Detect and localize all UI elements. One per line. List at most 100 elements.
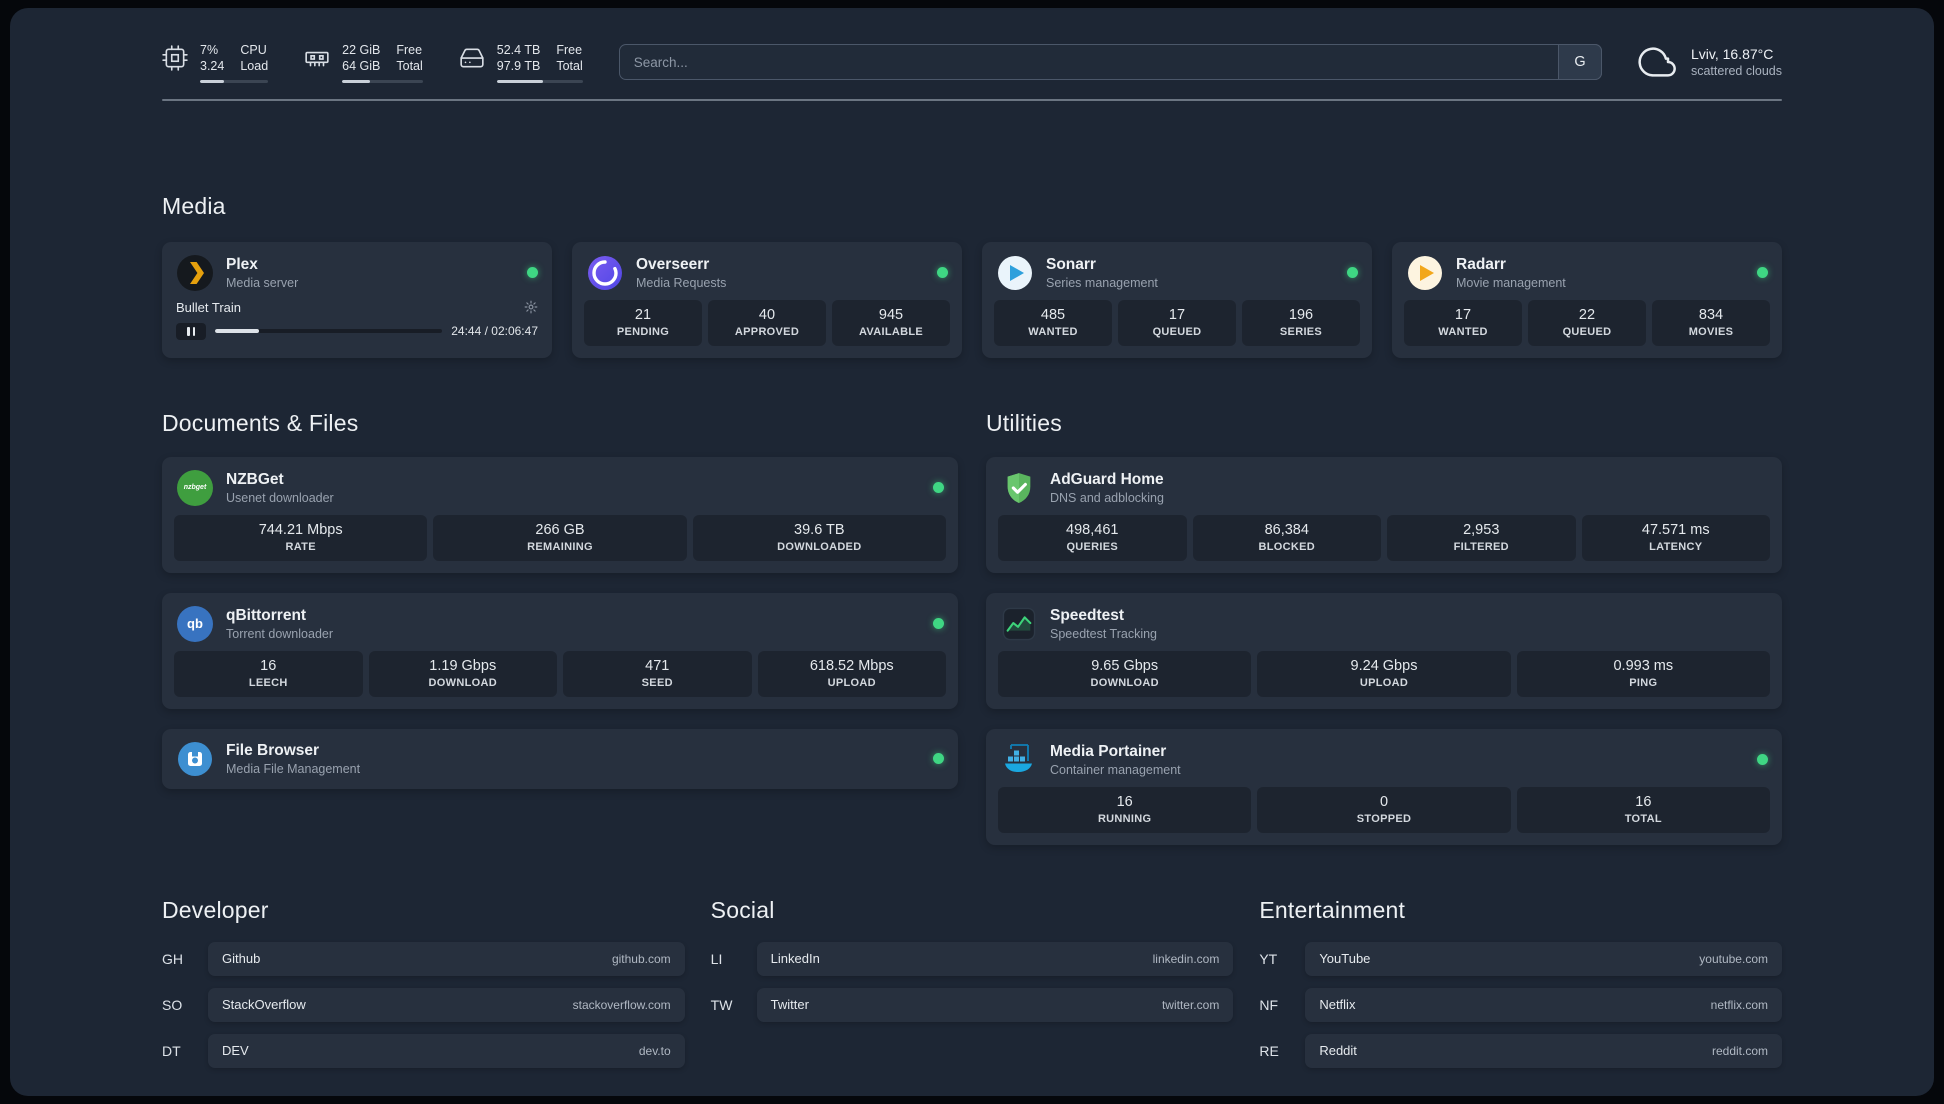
- portainer-icon: [1000, 741, 1038, 779]
- stat-label: DOWNLOAD: [1090, 676, 1159, 689]
- service-desc: Series management: [1046, 275, 1158, 290]
- qbittorrent-icon: qb: [176, 605, 214, 643]
- stat-value: 471: [645, 657, 670, 674]
- search-provider-button[interactable]: G: [1557, 44, 1602, 81]
- stat-label: WANTED: [1028, 325, 1078, 338]
- stat-value: 1.19 Gbps: [429, 657, 497, 674]
- status-dot-online: [1757, 267, 1768, 278]
- stat-label: WANTED: [1438, 325, 1488, 338]
- service-card-adguard[interactable]: AdGuard Home DNS and adblocking 498,461 …: [986, 456, 1782, 573]
- bookmark-abbr: LI: [710, 950, 723, 967]
- stat-value: 17: [1168, 306, 1186, 323]
- stat-tile: 17 QUEUED: [1118, 299, 1236, 346]
- stat-value: 618.52 Mbps: [809, 657, 894, 674]
- memory-free-value: 22 GiB: [342, 43, 381, 57]
- stat-label: APPROVED: [734, 325, 800, 338]
- stat-value: 21: [634, 306, 652, 323]
- stat-label: RUNNING: [1097, 812, 1152, 825]
- stat-label: SEED: [641, 676, 673, 689]
- stat-label: UPLOAD: [1359, 676, 1409, 689]
- disk-icon: [460, 48, 484, 68]
- bookmark-github[interactable]: GH Github github.com: [162, 941, 685, 976]
- stat-value: 17: [1454, 306, 1472, 323]
- stat-value: 47.571 ms: [1641, 521, 1710, 538]
- service-name: qBittorrent: [226, 606, 307, 624]
- memory-free-label: Free: [396, 43, 423, 57]
- bookmark-name: YouTube: [1319, 951, 1371, 966]
- gear-icon[interactable]: [524, 300, 538, 314]
- stat-label: RATE: [285, 540, 316, 553]
- filebrowser-icon: [176, 740, 214, 778]
- weather-widget: Lviv, 16.87°C scattered clouds: [1636, 42, 1782, 82]
- service-card-filebrowser[interactable]: File Browser Media File Management: [162, 728, 958, 789]
- cpu-percent: 7%: [200, 43, 219, 57]
- service-card-portainer[interactable]: Media Portainer Container management 16 …: [986, 728, 1782, 845]
- bookmark-name: DEV: [222, 1043, 249, 1058]
- adguard-icon: [1000, 469, 1038, 507]
- stat-label: MOVIES: [1688, 325, 1734, 338]
- nzbget-icon: nzbget: [176, 469, 214, 507]
- cpu-load-value: 3.24: [200, 59, 225, 74]
- stat-tile: 471 SEED: [563, 650, 752, 697]
- stat-label: STOPPED: [1356, 812, 1412, 825]
- search-input[interactable]: [618, 44, 1602, 81]
- stat-tile: 2,953 FILTERED: [1387, 514, 1576, 561]
- stat-label: PING: [1629, 676, 1658, 689]
- bookmark-abbr: YT: [1259, 950, 1278, 967]
- stat-value: 9.65 Gbps: [1091, 657, 1159, 674]
- service-card-sonarr[interactable]: Sonarr Series management 485 WANTED 17 Q…: [982, 241, 1372, 358]
- bookmark-youtube[interactable]: YT YouTube youtube.com: [1259, 941, 1782, 976]
- search-bar: G: [618, 44, 1602, 81]
- stat-tile: 47.571 ms LATENCY: [1581, 514, 1770, 561]
- bookmark-abbr: SO: [162, 996, 183, 1013]
- pause-button[interactable]: [176, 322, 206, 340]
- service-card-radarr[interactable]: Radarr Movie management 17 WANTED 22 QUE…: [1392, 241, 1782, 358]
- bookmark-dev[interactable]: DT DEV dev.to: [162, 1033, 685, 1068]
- stat-tile: 86,384 BLOCKED: [1192, 514, 1381, 561]
- service-card-overseerr[interactable]: Overseerr Media Requests 21 PENDING 40 A…: [572, 241, 962, 358]
- bookmark-group-entertainment: Entertainment YT YouTube youtube.com NF …: [1259, 897, 1782, 1068]
- bookmark-reddit[interactable]: RE Reddit reddit.com: [1259, 1033, 1782, 1068]
- service-desc: Speedtest Tracking: [1050, 626, 1158, 641]
- service-name: NZBGet: [226, 470, 284, 488]
- stat-tile: 945 AVAILABLE: [832, 299, 950, 346]
- stat-value: 22: [1578, 306, 1596, 323]
- status-dot-online: [933, 618, 944, 629]
- stat-label: REMAINING: [527, 540, 593, 553]
- stat-label: QUEUED: [1152, 325, 1202, 338]
- bookmark-linkedin[interactable]: LI LinkedIn linkedin.com: [710, 941, 1234, 976]
- cpu-widget: 7% 3.24 CPU Load: [162, 42, 269, 83]
- service-card-speedtest[interactable]: Speedtest Speedtest Tracking 9.65 Gbps D…: [986, 592, 1782, 709]
- service-card-plex[interactable]: Plex Media server Bullet Train: [162, 241, 552, 358]
- stat-tile: 22 QUEUED: [1528, 299, 1646, 346]
- cpu-label: CPU: [240, 43, 267, 57]
- service-name: Speedtest: [1050, 606, 1125, 624]
- bookmark-twitter[interactable]: TW Twitter twitter.com: [711, 987, 1234, 1022]
- service-name: Radarr: [1456, 255, 1506, 273]
- bookmark-stackoverflow[interactable]: SO StackOverflow stackoverflow.com: [162, 987, 685, 1022]
- stat-value: 16: [260, 657, 277, 674]
- bookmark-netflix[interactable]: NF Netflix netflix.com: [1259, 987, 1782, 1022]
- memory-widget: 22 GiB 64 GiB Free Total: [304, 42, 423, 83]
- stat-label: FILTERED: [1453, 540, 1509, 553]
- stat-value: 86,384: [1264, 521, 1309, 538]
- weather-condition: scattered clouds: [1690, 64, 1782, 79]
- stat-tile: 16 RUNNING: [998, 786, 1252, 833]
- memory-usage-bar: [342, 79, 423, 83]
- service-card-nzbget[interactable]: nzbget NZBGet Usenet downloader 744.21 M…: [162, 456, 958, 573]
- section-title-media: Media: [162, 192, 226, 219]
- stat-label: UPLOAD: [827, 676, 876, 689]
- documents-column: Documents & Files nzbget NZBGet Usenet d…: [162, 410, 958, 845]
- bookmark-domain: netflix.com: [1710, 997, 1768, 1012]
- plex-icon: [176, 254, 214, 292]
- stat-label: LATENCY: [1649, 540, 1703, 553]
- service-desc: Movie management: [1456, 275, 1566, 290]
- stat-label: DOWNLOAD: [428, 676, 497, 689]
- service-desc: DNS and adblocking: [1050, 490, 1164, 505]
- stat-label: BLOCKED: [1258, 540, 1315, 553]
- service-card-qbittorrent[interactable]: qb qBittorrent Torrent downloader 16 LEE…: [162, 592, 958, 709]
- playback-time: 24:44 / 02:06:47: [451, 324, 538, 338]
- disk-readout: 52.4 TB 97.9 TB Free Total: [496, 42, 583, 83]
- service-desc: Media Requests: [636, 275, 727, 290]
- stat-value: 9.24 Gbps: [1350, 657, 1418, 674]
